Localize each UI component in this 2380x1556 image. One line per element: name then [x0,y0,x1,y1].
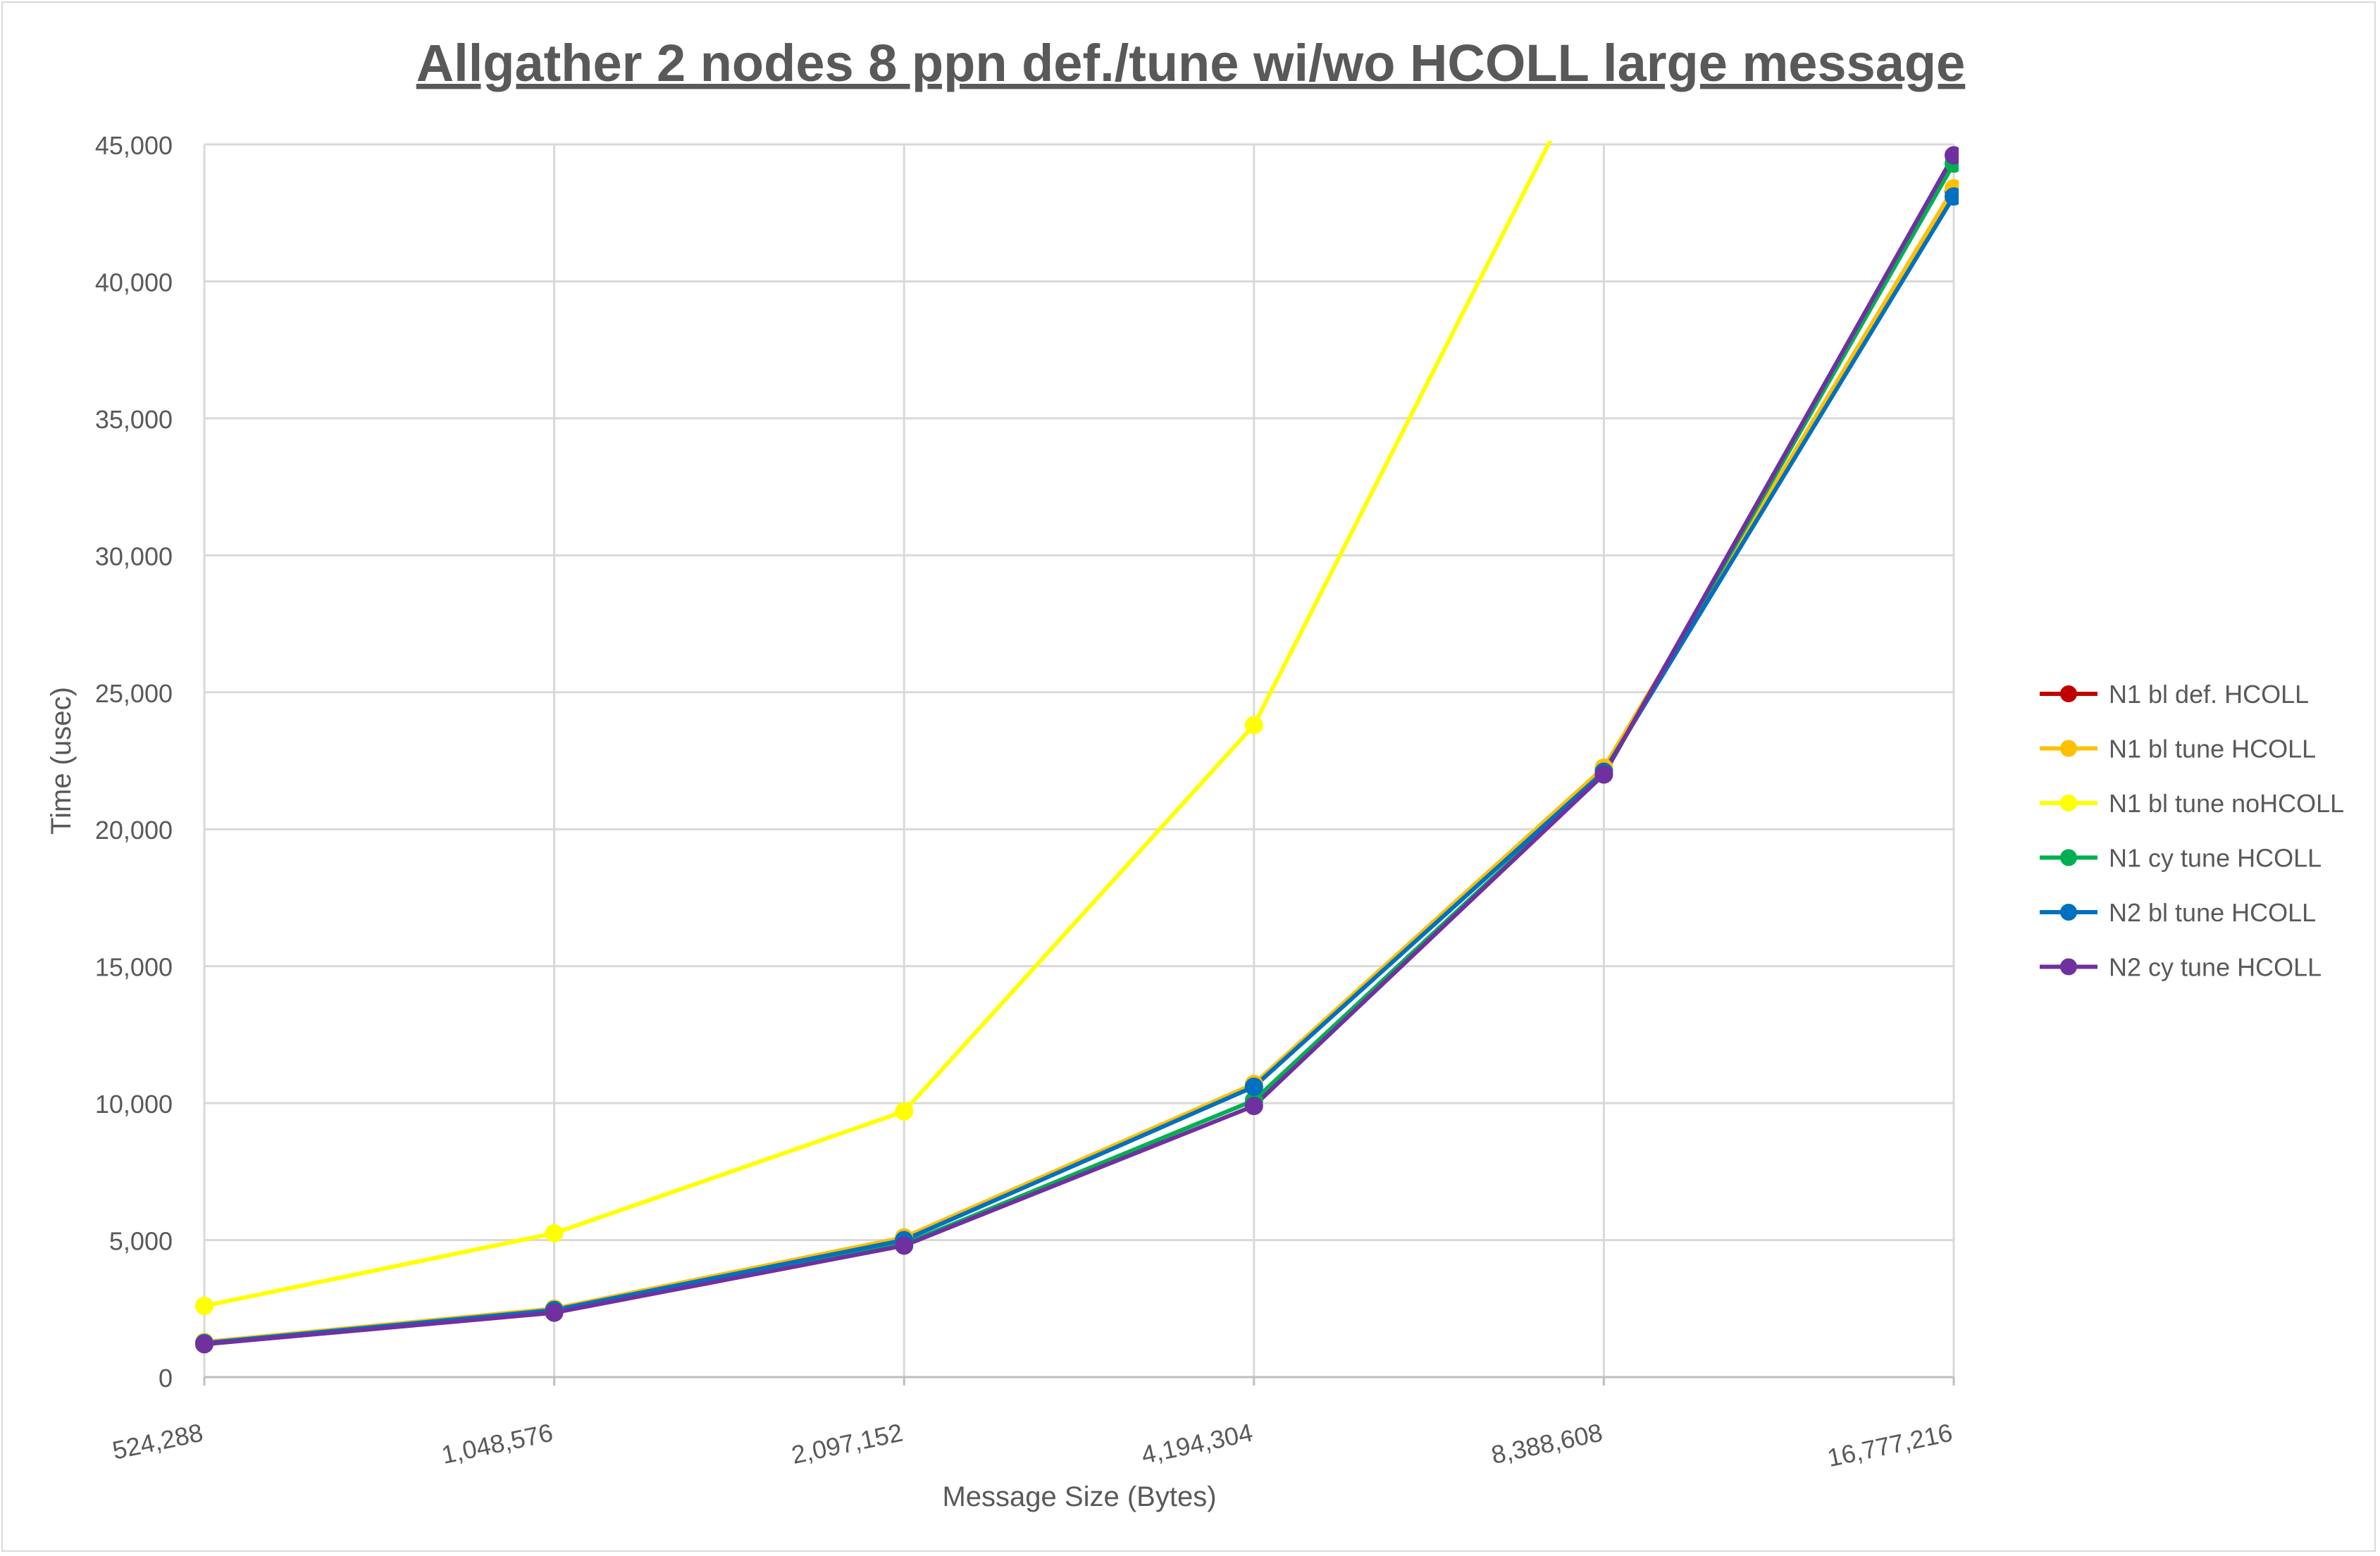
x-tick-label: 1,048,576 [439,1418,555,1469]
legend-label: N2 bl tune HCOLL [2109,898,2316,927]
data-point [1594,765,1613,784]
legend-label: N1 bl tune HCOLL [2109,735,2316,764]
legend-item: N1 bl tune HCOLL [2040,735,2316,764]
x-axis-title: Message Size (Bytes) [942,1481,1216,1512]
series-line-2 [204,187,1956,1345]
legend-swatch-marker [2060,740,2077,757]
y-tick-label: 30,000 [95,542,173,571]
legend-swatch-marker [2060,958,2077,976]
data-point [1945,187,1959,206]
x-tick-label: 524,288 [110,1418,206,1465]
data-point [195,1296,213,1315]
marker-layer [195,146,1959,1354]
legend-item: N2 bl tune HCOLL [2040,898,2316,927]
legend-label: N1 bl def. HCOLL [2109,680,2309,709]
y-tick-label: 45,000 [95,131,173,160]
legend-swatch-marker [2060,849,2077,866]
data-point [1244,1097,1263,1115]
y-tick-label: 35,000 [95,405,173,434]
y-tick-label: 40,000 [95,268,173,297]
legend-item: N1 bl tune noHCOLL [2040,789,2344,818]
y-axis-title: Time (usec) [46,687,77,835]
data-point [1945,146,1959,165]
legend-label: N1 cy tune HCOLL [2109,844,2322,873]
series-line-4 [204,162,1956,1346]
series-line-6 [204,154,1956,1347]
x-tick-label: 4,194,304 [1139,1418,1255,1469]
data-point [895,1236,914,1255]
legend-swatch-marker [2060,795,2077,811]
legend-label: N2 cy tune HCOLL [2109,953,2322,982]
y-tick-label: 10,000 [95,1090,173,1119]
x-tick-label: 8,388,608 [1489,1418,1605,1469]
y-tick-label: 25,000 [95,679,173,708]
chart-title: Allgather 2 nodes 8 ppn def./tune wi/wo … [416,34,1966,92]
legend-swatch-marker [2060,685,2077,702]
legend-item: N1 cy tune HCOLL [2040,844,2322,873]
legend-swatch-marker [2060,904,2077,921]
data-point [1244,1077,1263,1096]
series-layer [204,141,1956,1347]
legend-item: N2 cy tune HCOLL [2040,953,2322,982]
data-point [545,1224,564,1243]
x-tick-label: 16,777,216 [1825,1418,1955,1473]
y-tick-label: 0 [159,1364,173,1393]
data-point [895,1102,914,1121]
legend: N1 bl def. HCOLL N1 bl tune HCOLL N1 bl tu… [2040,680,2344,982]
y-tick-label: 5,000 [109,1227,173,1256]
legend-item: N1 bl def. HCOLL [2040,680,2309,709]
x-tick-label: 2,097,152 [789,1418,905,1469]
y-tick-label: 15,000 [95,953,173,982]
y-tick-label: 20,000 [95,816,173,845]
data-point [545,1303,564,1322]
legend-label: N1 bl tune noHCOLL [2109,789,2344,818]
data-point [195,1335,213,1354]
series-line-5 [204,195,1956,1345]
grid [203,143,1955,1377]
data-point [1244,716,1263,735]
